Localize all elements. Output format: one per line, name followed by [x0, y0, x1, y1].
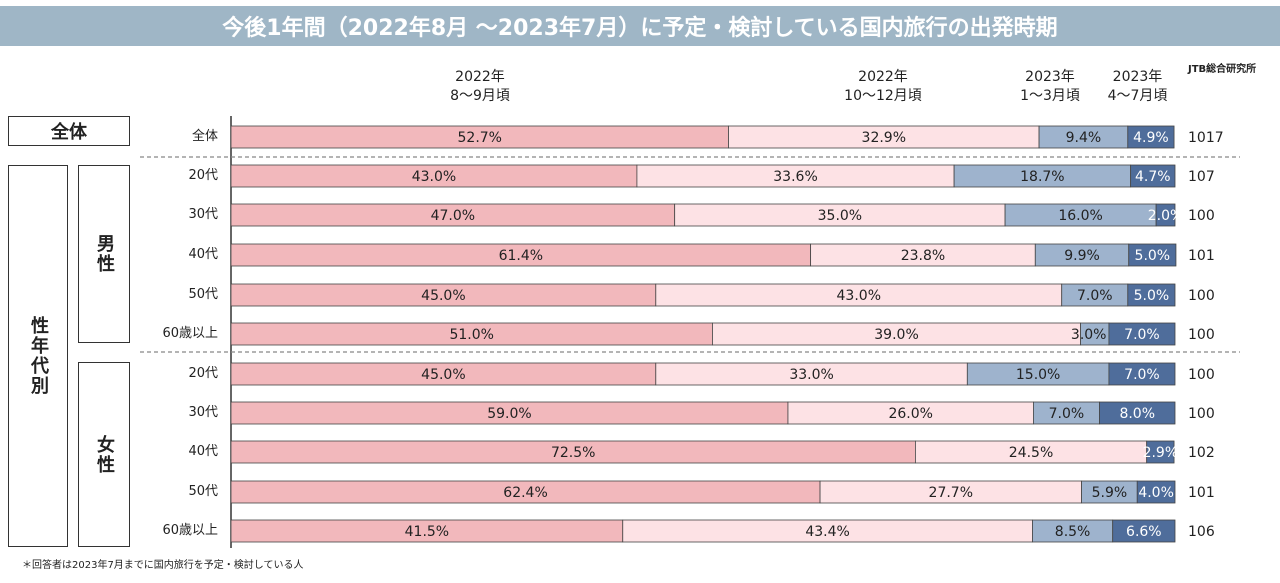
- bar-value-label: 23.8%: [901, 248, 945, 264]
- bar-value-label: 43.0%: [412, 169, 456, 185]
- bar-value-label: 15.0%: [1016, 367, 1060, 383]
- bar-value-label: 18.7%: [1020, 169, 1064, 185]
- bar-segment: [1146, 440, 1175, 464]
- bar-value-label: 51.0%: [449, 327, 493, 343]
- bar-value-label: 7.0%: [1077, 288, 1113, 304]
- bar-value-label: 2.0%: [1148, 208, 1184, 224]
- bar-segment: [1155, 203, 1176, 227]
- row-label: 40代: [188, 444, 218, 459]
- group-label-age-gender: 性年代別: [8, 165, 68, 547]
- bar-value-label: 52.7%: [458, 130, 502, 146]
- bar-value-label: 9.9%: [1064, 248, 1100, 264]
- bar-value-label: 45.0%: [421, 288, 465, 304]
- bar-value-label: 59.0%: [487, 406, 531, 422]
- sample-size-label: 101: [1188, 248, 1215, 264]
- bar-segment: [1099, 401, 1176, 425]
- bar-value-label: 32.9%: [862, 130, 906, 146]
- sample-size-label: 102: [1188, 445, 1215, 461]
- bar-value-label: 4.7%: [1135, 169, 1171, 185]
- bar-segment: [1127, 125, 1175, 149]
- bar-segment: [1130, 164, 1176, 188]
- row-label: 30代: [188, 207, 218, 222]
- group-label-male: 男性: [78, 165, 130, 343]
- bar-segment: [1108, 362, 1176, 386]
- sample-size-label: 100: [1188, 288, 1215, 304]
- row-label: 50代: [188, 287, 218, 302]
- bar-segment: [1108, 322, 1176, 346]
- bar-value-label: 2.9%: [1143, 445, 1179, 461]
- bar-value-label: 9.4%: [1066, 130, 1102, 146]
- sample-size-label: 101: [1188, 485, 1215, 501]
- bar-value-label: 39.0%: [874, 327, 918, 343]
- bar-value-label: 43.4%: [805, 524, 849, 540]
- bar-value-label: 6.6%: [1126, 524, 1162, 540]
- row-label: 60歳以上: [162, 326, 218, 341]
- row-label: 20代: [188, 168, 218, 183]
- bar-value-label: 7.0%: [1124, 327, 1160, 343]
- legend-seg3: 2023年 1～3月頃: [1020, 69, 1080, 104]
- bar-value-label: 43.0%: [837, 288, 881, 304]
- group-label-overall: 全体: [8, 116, 130, 146]
- bar-value-label: 62.4%: [503, 485, 547, 501]
- chart-title: 今後1年間（2022年8月 ～2023年7月）に予定・検討している国内旅行の出発…: [222, 16, 1058, 41]
- bar-value-label: 5.0%: [1135, 248, 1171, 264]
- row-label: 全体: [191, 129, 218, 144]
- bar-value-label: 35.0%: [818, 208, 862, 224]
- bar-value-label: 4.9%: [1133, 130, 1169, 146]
- bar-value-label: 4.0%: [1138, 485, 1174, 501]
- legend-seg4: 2023年 4～7月頃: [1107, 69, 1168, 104]
- title-bar: 今後1年間（2022年8月 ～2023年7月）に予定・検討している国内旅行の出発…: [0, 6, 1280, 46]
- sample-size-label: 100: [1188, 406, 1215, 422]
- bar-segment: [1127, 283, 1176, 307]
- sample-size-label: 100: [1188, 327, 1215, 343]
- row-label: 50代: [188, 484, 218, 499]
- sample-size-label: 100: [1188, 367, 1215, 383]
- bar-value-label: 5.0%: [1134, 288, 1170, 304]
- bar-value-label: 7.0%: [1124, 367, 1160, 383]
- bar-value-label: 8.5%: [1055, 524, 1091, 540]
- row-label: 40代: [188, 247, 218, 262]
- bar-value-label: 45.0%: [421, 367, 465, 383]
- bar-segment: [1128, 243, 1177, 267]
- bar-value-label: 5.9%: [1092, 485, 1128, 501]
- bar-value-label: 72.5%: [551, 445, 595, 461]
- bar-value-label: 3.0%: [1071, 327, 1107, 343]
- bar-segment: [1112, 519, 1176, 543]
- bar-value-label: 7.0%: [1049, 406, 1085, 422]
- sample-size-label: 1017: [1188, 130, 1224, 146]
- footnote: ＊回答者は2023年7月までに国内旅行を予定・検討している人: [22, 560, 304, 571]
- legend-seg2: 2022年 10～12月頃: [844, 69, 922, 104]
- bar-value-label: 26.0%: [888, 406, 932, 422]
- row-label: 30代: [188, 405, 218, 420]
- row-label: 60歳以上: [162, 523, 218, 538]
- bar-value-label: 33.6%: [773, 169, 817, 185]
- bar-value-label: 41.5%: [405, 524, 449, 540]
- bar-value-label: 24.5%: [1009, 445, 1053, 461]
- sample-size-label: 100: [1188, 208, 1215, 224]
- sample-size-label: 106: [1188, 524, 1215, 540]
- bar-value-label: 16.0%: [1058, 208, 1102, 224]
- bar-segment: [1136, 480, 1176, 504]
- bar-value-label: 8.0%: [1119, 406, 1155, 422]
- bar-value-label: 47.0%: [431, 208, 475, 224]
- row-label: 20代: [188, 366, 218, 381]
- legend-seg1: 2022年 8～9月頃: [450, 69, 510, 104]
- source-label: JTB総合研究所: [1188, 64, 1257, 75]
- sample-size-label: 107: [1188, 169, 1215, 185]
- bar-value-label: 33.0%: [789, 367, 833, 383]
- bar-value-label: 27.7%: [929, 485, 973, 501]
- group-label-female: 女性: [78, 362, 130, 547]
- bar-value-label: 61.4%: [499, 248, 543, 264]
